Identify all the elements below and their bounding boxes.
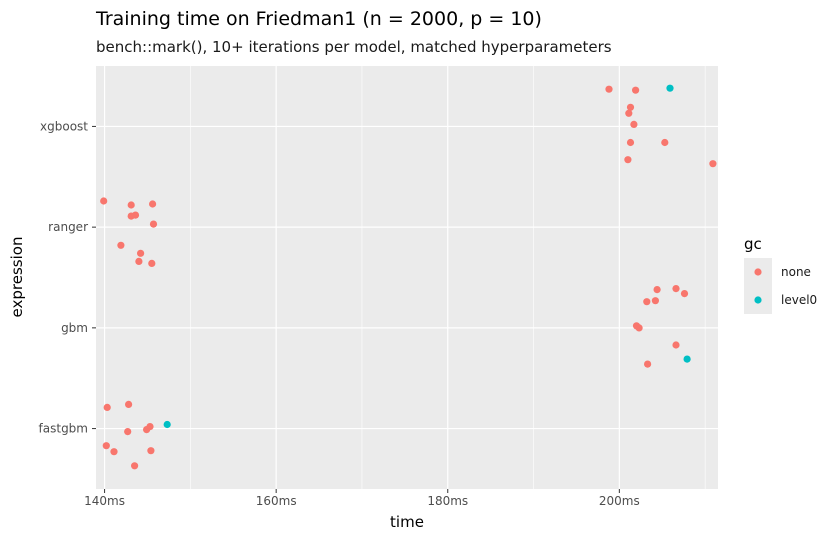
chart-subtitle: bench::mark(), 10+ iterations per model,… (96, 38, 612, 56)
data-point-none (148, 259, 156, 267)
data-point-none (630, 120, 638, 128)
y-axis-title: expression (8, 237, 26, 318)
data-point-none (653, 286, 661, 294)
data-point-none (131, 462, 139, 470)
plot-panel (96, 66, 718, 489)
data-point-none (137, 249, 145, 257)
major-grid (96, 66, 718, 489)
data-point-none (626, 103, 635, 111)
data-point-none (110, 448, 118, 456)
data-point-none (102, 442, 110, 450)
data-point-none (117, 241, 125, 249)
data-point-level0 (163, 420, 171, 429)
legend-key-point (754, 296, 762, 304)
data-point-none (135, 257, 143, 265)
data-point-none (680, 290, 689, 298)
minor-grid (190, 66, 706, 489)
data-point-none (644, 360, 652, 368)
data-point-level0 (666, 84, 674, 92)
data-point-none (643, 298, 651, 306)
y-tick-label: xgboost (40, 119, 88, 133)
y-axis: fastgbm gbm ranger xgboost (39, 119, 96, 436)
y-tick-label: fastgbm (39, 422, 88, 436)
data-point-none (149, 200, 157, 208)
data-point-none (635, 324, 643, 332)
data-points (100, 84, 717, 470)
data-point-none (672, 341, 680, 349)
data-point-none (131, 211, 140, 219)
data-point-none (626, 138, 635, 147)
legend: gc none level0 (744, 235, 817, 314)
x-axis-title: time (390, 513, 424, 531)
legend-label: level0 (781, 293, 817, 307)
legend-title: gc (744, 235, 762, 253)
data-point-none (146, 423, 154, 431)
data-point-none (127, 201, 135, 209)
data-point-none (624, 156, 632, 164)
legend-label: none (781, 265, 811, 279)
y-tick-label: ranger (48, 220, 88, 234)
x-tick-label: 160ms (256, 494, 297, 508)
data-point-none (124, 428, 132, 436)
data-point-none (147, 447, 155, 455)
data-point-none (709, 160, 717, 168)
x-tick-label: 200ms (599, 494, 640, 508)
data-point-none (651, 297, 660, 305)
data-point-none (100, 197, 108, 205)
data-point-none (672, 285, 680, 293)
legend-key-point (754, 268, 762, 276)
data-point-none (605, 85, 613, 93)
y-tick-label: gbm (61, 321, 88, 335)
data-point-none (661, 138, 669, 147)
x-tick-label: 180ms (427, 494, 468, 508)
data-point-level0 (683, 355, 691, 363)
x-tick-label: 140ms (84, 494, 125, 508)
chart-title: Training time on Friedman1 (n = 2000, p … (95, 8, 542, 30)
x-axis: 140ms 160ms 180ms 200ms (84, 489, 640, 508)
data-point-none (625, 109, 633, 117)
data-point-none (103, 403, 111, 411)
data-point-none (149, 220, 158, 228)
data-point-none (125, 400, 133, 408)
data-point-none (632, 86, 640, 94)
